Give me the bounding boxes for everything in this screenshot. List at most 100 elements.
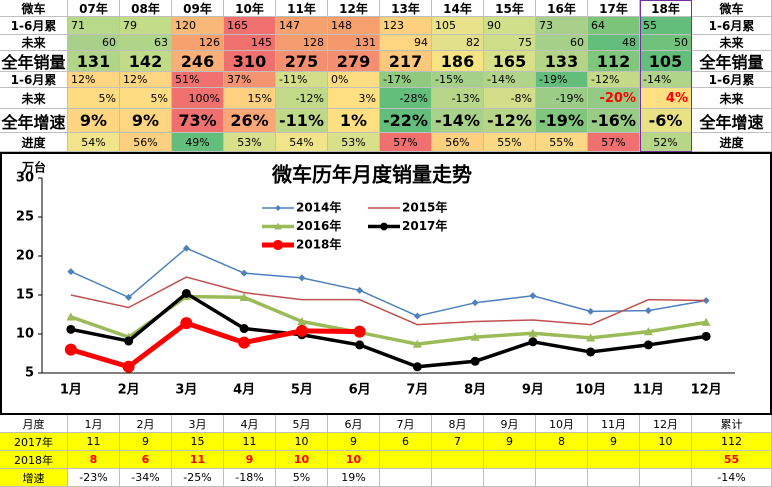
x-tick-label: 6月 xyxy=(349,383,371,398)
table-cell: 16年 xyxy=(536,0,588,17)
point xyxy=(412,339,422,348)
table-cell: 11 xyxy=(172,451,224,469)
table-cell: -12% xyxy=(484,109,536,133)
table-cell: 142 xyxy=(120,51,172,72)
table-cell: 8 xyxy=(536,433,588,451)
table-cell xyxy=(484,469,536,487)
table-cell: 15年 xyxy=(484,0,536,17)
point xyxy=(470,332,480,341)
point xyxy=(180,317,193,330)
table-cell: -14% xyxy=(640,72,692,88)
table-cell: 全年增速 xyxy=(0,109,68,133)
table-cell: 12月 xyxy=(640,415,692,433)
table-cell: -19% xyxy=(536,72,588,88)
table-cell: 37% xyxy=(224,72,276,88)
y-tick-label: 20 xyxy=(16,249,34,264)
table-cell: 7 xyxy=(432,433,484,451)
table-cell: 5% xyxy=(120,88,172,109)
table-cell: -15% xyxy=(432,72,484,88)
point xyxy=(124,336,134,346)
table-cell: 7月 xyxy=(380,415,432,433)
x-tick-label: 2月 xyxy=(118,383,140,398)
table-cell: 148 xyxy=(328,17,380,35)
table-cell: 1-6月累 xyxy=(0,72,68,88)
table-cell: 11月 xyxy=(588,415,640,433)
table-cell: 11 xyxy=(68,433,120,451)
table-cell xyxy=(380,469,432,487)
table-cell: 55% xyxy=(484,133,536,152)
table-cell: 9 xyxy=(328,433,380,451)
table-cell: 63 xyxy=(120,35,172,51)
table-cell: 9 xyxy=(224,451,276,469)
table-cell: -28% xyxy=(380,88,432,109)
table-cell: 120 xyxy=(172,17,224,35)
legend-label: 2017年 xyxy=(402,218,447,233)
x-tick-label: 4月 xyxy=(233,383,255,398)
table-cell: -14% xyxy=(692,469,772,487)
legend-label: 2014年 xyxy=(296,200,341,215)
table-cell: 全年增速 xyxy=(692,109,772,133)
point xyxy=(528,337,538,347)
table-cell: -25% xyxy=(172,469,224,487)
table-cell: 165 xyxy=(224,17,276,35)
table-cell: 6 xyxy=(120,451,172,469)
table-cell: -11% xyxy=(276,72,328,88)
point xyxy=(298,274,306,282)
table-cell: -6% xyxy=(640,109,692,133)
table-cell: 11 xyxy=(224,433,276,451)
point xyxy=(643,340,653,350)
table-cell: 未来 xyxy=(692,35,772,51)
table-cell: 13年 xyxy=(380,0,432,17)
table-cell: 57% xyxy=(380,133,432,152)
table-cell: 3% xyxy=(328,88,380,109)
table-cell: -23% xyxy=(68,469,120,487)
table-cell: 19% xyxy=(328,469,380,487)
table-cell: 微车 xyxy=(0,0,68,17)
point xyxy=(586,333,596,342)
table-cell: 4月 xyxy=(224,415,276,433)
table-cell: -14% xyxy=(484,72,536,88)
table-cell: 全年销量 xyxy=(692,51,772,72)
table-cell: 12% xyxy=(68,72,120,88)
point xyxy=(355,340,365,350)
table-cell: 未来 xyxy=(0,35,68,51)
table-cell: 60 xyxy=(536,35,588,51)
table-cell: 未来 xyxy=(692,88,772,109)
table-cell: 279 xyxy=(328,51,380,72)
table-cell: -34% xyxy=(120,469,172,487)
chart-frame xyxy=(0,152,772,415)
x-tick-label: 5月 xyxy=(291,383,313,398)
series-line xyxy=(70,247,707,317)
point xyxy=(528,328,538,337)
point xyxy=(122,360,135,373)
table-cell: 131 xyxy=(328,35,380,51)
table-cell: 2018年 xyxy=(0,451,68,469)
table-cell: -19% xyxy=(536,88,588,109)
table-cell: 112 xyxy=(588,51,640,72)
legend-label: 2015年 xyxy=(402,200,447,215)
table-cell: 10 xyxy=(640,433,692,451)
point xyxy=(702,296,710,304)
y-tick-label: 10 xyxy=(16,327,34,342)
table-cell: 275 xyxy=(276,51,328,72)
table-cell: 未来 xyxy=(0,88,68,109)
table-cell: 165 xyxy=(484,51,536,72)
table-cell: 6 xyxy=(380,433,432,451)
table-cell: 1% xyxy=(328,109,380,133)
point xyxy=(64,343,77,356)
table-cell: 08年 xyxy=(120,0,172,17)
table-cell: 105 xyxy=(432,17,484,35)
table-cell: 1-6月累 xyxy=(0,17,68,35)
table-cell: 09年 xyxy=(172,0,224,17)
table-cell: 5% xyxy=(276,469,328,487)
table-cell: 53% xyxy=(328,133,380,152)
table-cell: 57% xyxy=(588,133,640,152)
table-cell: 10 xyxy=(276,433,328,451)
table-cell: 54% xyxy=(68,133,120,152)
x-tick-label: 1月 xyxy=(60,383,82,398)
point xyxy=(413,312,421,320)
point xyxy=(356,286,364,294)
table-cell: 11年 xyxy=(276,0,328,17)
table-cell xyxy=(380,451,432,469)
